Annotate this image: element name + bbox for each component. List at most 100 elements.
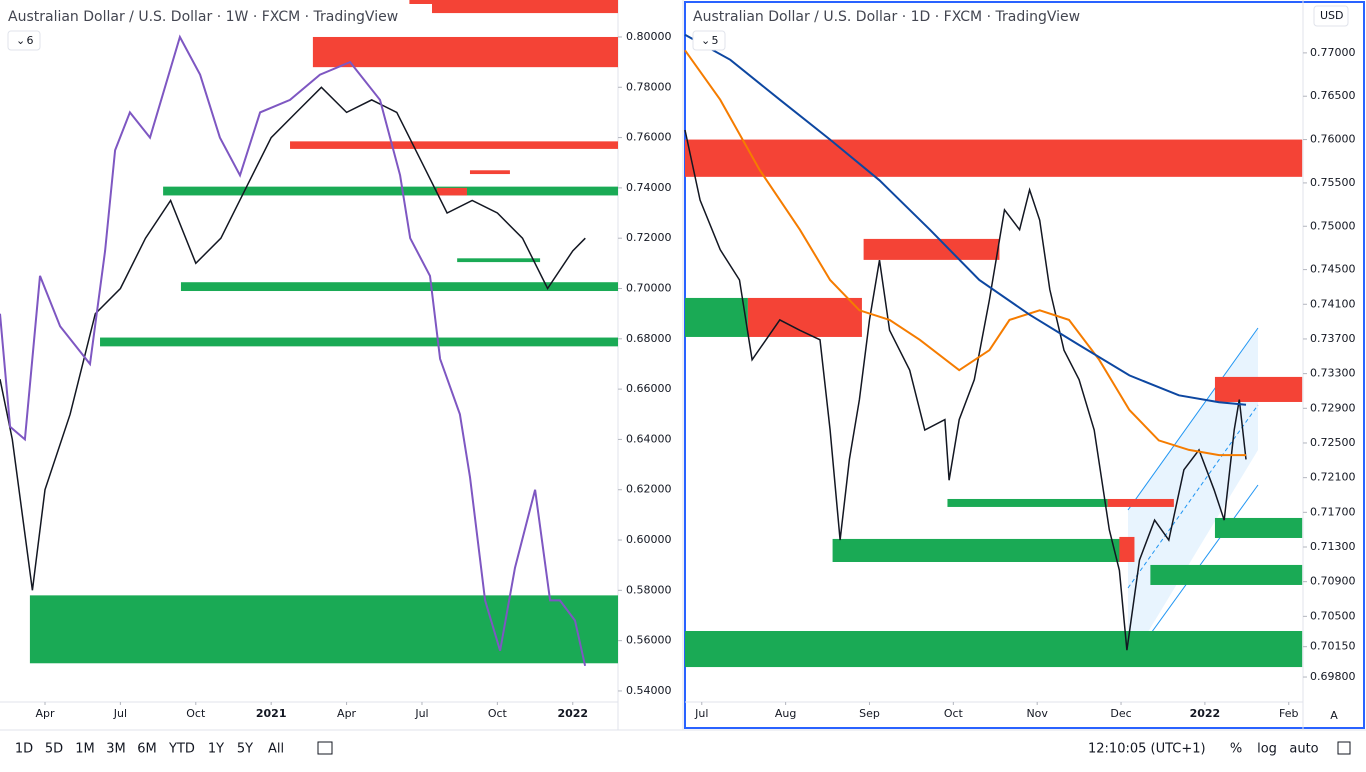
fullscreen-icon[interactable] bbox=[1337, 741, 1351, 755]
range-button[interactable]: 3M bbox=[106, 742, 126, 757]
y-tick-label: 0.72900 bbox=[1310, 401, 1356, 414]
range-button[interactable]: 5D bbox=[45, 742, 63, 757]
zone bbox=[1107, 498, 1174, 507]
range-button[interactable]: All bbox=[268, 742, 284, 757]
series-line bbox=[684, 49, 1246, 457]
y-tick-label: 0.76500 bbox=[1310, 89, 1356, 102]
x-tick-label: 2022 bbox=[1190, 707, 1221, 720]
x-tick-label: 2021 bbox=[256, 707, 287, 720]
chart-title: Australian Dollar / U.S. Dollar · 1W · F… bbox=[8, 9, 398, 25]
x-tick-label: Nov bbox=[1026, 707, 1048, 720]
y-tick-label: 0.73700 bbox=[1310, 332, 1356, 345]
y-tick-label: 0.76000 bbox=[626, 131, 672, 144]
x-tick-label: Apr bbox=[35, 707, 55, 720]
zone bbox=[1150, 564, 1303, 585]
clock: 12:10:05 (UTC+1) bbox=[1088, 742, 1206, 757]
y-tick-label: 0.66000 bbox=[626, 382, 672, 395]
auto-toggle[interactable]: auto bbox=[1289, 742, 1318, 757]
x-tick-label: Aug bbox=[775, 707, 796, 720]
range-button[interactable]: 1M bbox=[75, 742, 95, 757]
y-tick-label: 0.60000 bbox=[626, 533, 672, 546]
y-tick-label: 0.70000 bbox=[626, 282, 672, 295]
x-tick-label: Feb bbox=[1279, 707, 1298, 720]
y-tick-label: 0.71700 bbox=[1310, 505, 1356, 518]
y-tick-label: 0.72500 bbox=[1310, 436, 1356, 449]
y-tick-label: 0.75000 bbox=[1310, 219, 1356, 232]
zone bbox=[100, 337, 619, 347]
y-tick-label: 0.58000 bbox=[626, 583, 672, 596]
title-bg bbox=[2, 4, 432, 30]
range-button[interactable]: YTD bbox=[168, 742, 195, 757]
y-tick-label: 0.71300 bbox=[1310, 540, 1356, 553]
y-tick-label: 0.69800 bbox=[1310, 670, 1356, 683]
y-tick-label: 0.74500 bbox=[1310, 263, 1356, 276]
zone bbox=[163, 186, 618, 196]
y-tick-label: 0.74000 bbox=[626, 181, 672, 194]
series-line bbox=[0, 86, 586, 591]
range-button[interactable]: 1Y bbox=[208, 742, 224, 757]
zone bbox=[685, 630, 1303, 668]
range-button[interactable]: 5Y bbox=[237, 742, 253, 757]
range-button[interactable]: 1D bbox=[15, 742, 33, 757]
y-tick-label: 0.62000 bbox=[626, 483, 672, 496]
chart-title: Australian Dollar / U.S. Dollar · 1D · F… bbox=[693, 9, 1080, 25]
x-tick-label: Jul bbox=[414, 707, 428, 720]
legend-badge-bg[interactable] bbox=[692, 30, 726, 51]
y-tick-label: 0.56000 bbox=[626, 634, 672, 647]
title-bg bbox=[687, 4, 1117, 30]
y-tick-label: 0.70500 bbox=[1310, 609, 1356, 622]
y-tick-label: 0.78000 bbox=[626, 80, 672, 93]
legend-badge-bg[interactable] bbox=[7, 30, 41, 51]
series-line bbox=[684, 33, 1247, 406]
channel-mid bbox=[1127, 404, 1259, 589]
zone bbox=[312, 36, 618, 68]
zone bbox=[832, 538, 1130, 562]
legend-chevron: ⌄ bbox=[16, 34, 25, 47]
zone bbox=[457, 258, 541, 263]
range-button[interactable]: 6M bbox=[137, 742, 157, 757]
channel-line bbox=[1127, 327, 1259, 511]
y-tick-label: 0.77000 bbox=[1310, 46, 1356, 59]
zone bbox=[747, 297, 862, 337]
zone bbox=[685, 139, 1303, 177]
legend-badge[interactable]: 6 bbox=[27, 34, 34, 47]
zone bbox=[863, 238, 1000, 260]
x-tick-label: Apr bbox=[337, 707, 357, 720]
y-tick-label: 0.64000 bbox=[626, 432, 672, 445]
y-tick-label: 0.72000 bbox=[626, 231, 672, 244]
series-line bbox=[684, 129, 1247, 651]
zone bbox=[290, 141, 618, 149]
y-tick-label: 0.54000 bbox=[626, 684, 672, 697]
y-tick-label: 0.68000 bbox=[626, 332, 672, 345]
zone bbox=[1119, 536, 1135, 562]
y-tick-label: 0.75500 bbox=[1310, 176, 1356, 189]
y-tick-label: 0.80000 bbox=[626, 30, 672, 43]
zone bbox=[437, 187, 467, 196]
y-tick-label: 0.76000 bbox=[1310, 133, 1356, 146]
y-tick-label: 0.74100 bbox=[1310, 297, 1356, 310]
legend-badge[interactable]: 5 bbox=[712, 34, 719, 47]
zone bbox=[409, 0, 618, 14]
y-tick-label: 0.70900 bbox=[1310, 575, 1356, 588]
zone bbox=[1214, 376, 1303, 402]
percent-toggle[interactable]: % bbox=[1230, 742, 1242, 757]
date-range-icon[interactable] bbox=[317, 741, 333, 755]
selected-frame bbox=[684, 1, 1365, 729]
currency-bg[interactable] bbox=[1313, 5, 1349, 27]
zone bbox=[469, 170, 510, 175]
zone bbox=[1214, 517, 1303, 538]
zone bbox=[180, 282, 618, 292]
log-toggle[interactable]: log bbox=[1257, 742, 1277, 757]
x-tick-label: 2022 bbox=[557, 707, 588, 720]
currency[interactable]: USD bbox=[1320, 9, 1344, 22]
x-tick-label: Oct bbox=[944, 707, 964, 720]
zone bbox=[685, 297, 748, 337]
x-tick-label: Jul bbox=[694, 707, 708, 720]
x-tick-label: Oct bbox=[488, 707, 508, 720]
x-tick-label: Oct bbox=[186, 707, 206, 720]
y-tick-label: 0.73300 bbox=[1310, 367, 1356, 380]
x-tick-label: Dec bbox=[1110, 707, 1131, 720]
auto-button[interactable]: A bbox=[1330, 709, 1338, 722]
